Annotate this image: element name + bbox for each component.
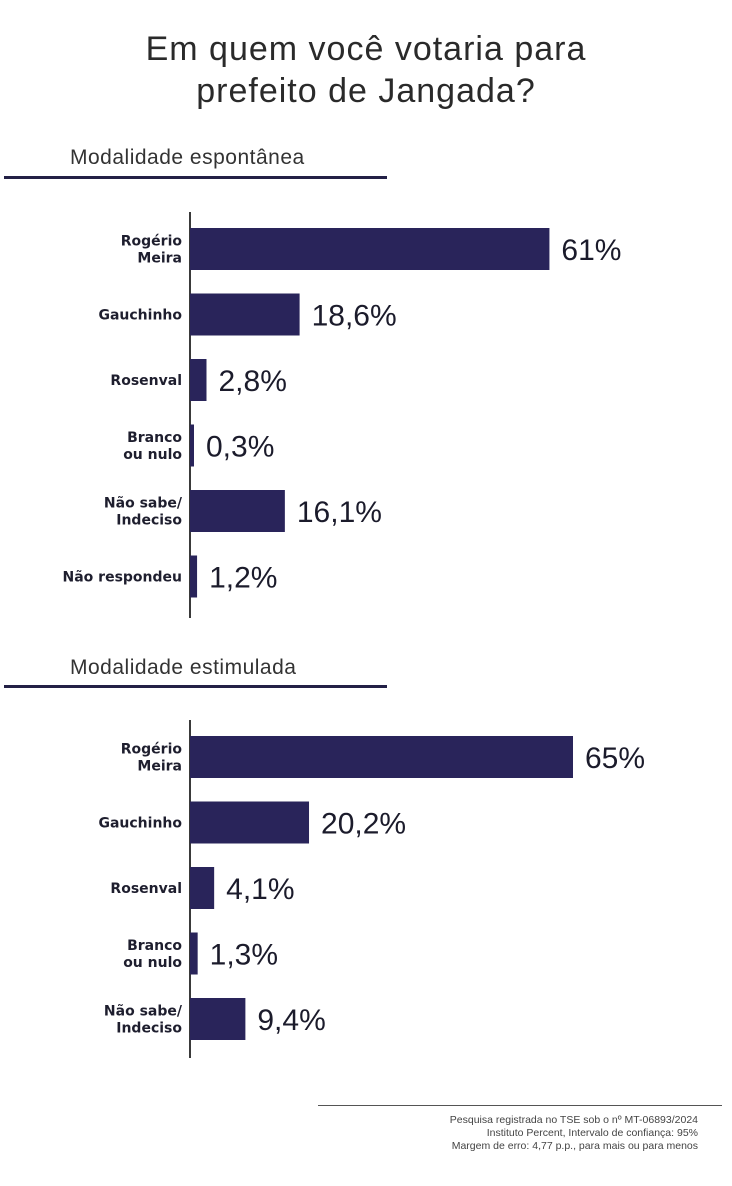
chart-title: Em quem você votaria para prefeito de Ja… <box>0 28 732 112</box>
category-label: Não sabe/ <box>104 1004 183 1020</box>
bar <box>190 293 300 336</box>
bar <box>190 490 285 532</box>
category-label: Não sabe/ <box>104 496 183 512</box>
chart-title-line-2: prefeito de Jangada? <box>196 72 536 110</box>
data-label: 1,2% <box>209 562 277 595</box>
bar <box>190 932 198 975</box>
section-rule-estimulada <box>4 685 387 688</box>
category-label: Rogério <box>121 742 183 758</box>
data-label: 65% <box>585 742 645 775</box>
category-label: Gauchinho <box>98 816 182 832</box>
bar <box>190 228 550 270</box>
footer-line-3: Margem de erro: 4,77 p.p., para mais ou … <box>451 1140 698 1152</box>
bar-charts: 61%RogérioMeira18,6%Gauchinho2,8%Rosenva… <box>63 212 645 1058</box>
data-label: 9,4% <box>257 1004 325 1037</box>
bar <box>190 736 573 778</box>
category-label: Meira <box>137 759 182 775</box>
data-label: 18,6% <box>312 300 397 333</box>
footer-line-1: Pesquisa registrada no TSE sob o nº MT-0… <box>449 1114 698 1126</box>
category-label: ou nulo <box>123 955 182 971</box>
bar <box>190 359 207 401</box>
bar <box>190 867 215 909</box>
category-label: Indeciso <box>116 513 182 529</box>
section-rule-espontanea <box>4 176 387 179</box>
category-label: Rogério <box>121 234 183 250</box>
bar <box>190 998 246 1040</box>
section-title-estimulada: Modalidade estimulada <box>70 656 297 679</box>
footer-notes: Pesquisa registrada no TSE sob o nº MT-0… <box>278 1114 698 1153</box>
category-label: Rosenval <box>110 881 182 897</box>
data-label: 20,2% <box>321 808 406 841</box>
category-label: Branco <box>127 938 182 954</box>
data-label: 2,8% <box>218 365 286 398</box>
data-label: 1,3% <box>210 939 278 972</box>
chart-title-line-1: Em quem você votaria para <box>145 30 587 68</box>
section-title-espontanea: Modalidade espontânea <box>70 146 305 169</box>
category-label: Não respondeu <box>63 570 182 586</box>
data-label: 16,1% <box>297 496 382 529</box>
bar <box>190 801 310 844</box>
data-label: 0,3% <box>206 431 274 464</box>
category-label: Rosenval <box>110 373 182 389</box>
footer-line-2: Instituto Percent, Intervalo de confianç… <box>486 1127 698 1139</box>
category-label: Branco <box>127 430 182 446</box>
bar <box>190 424 194 467</box>
footer-rule <box>318 1105 722 1106</box>
data-label: 61% <box>561 234 621 267</box>
data-label: 4,1% <box>226 873 294 906</box>
category-label: Indeciso <box>116 1021 182 1037</box>
category-label: Gauchinho <box>98 308 182 324</box>
category-label: ou nulo <box>123 447 182 463</box>
category-label: Meira <box>137 251 182 267</box>
bar <box>190 555 198 598</box>
